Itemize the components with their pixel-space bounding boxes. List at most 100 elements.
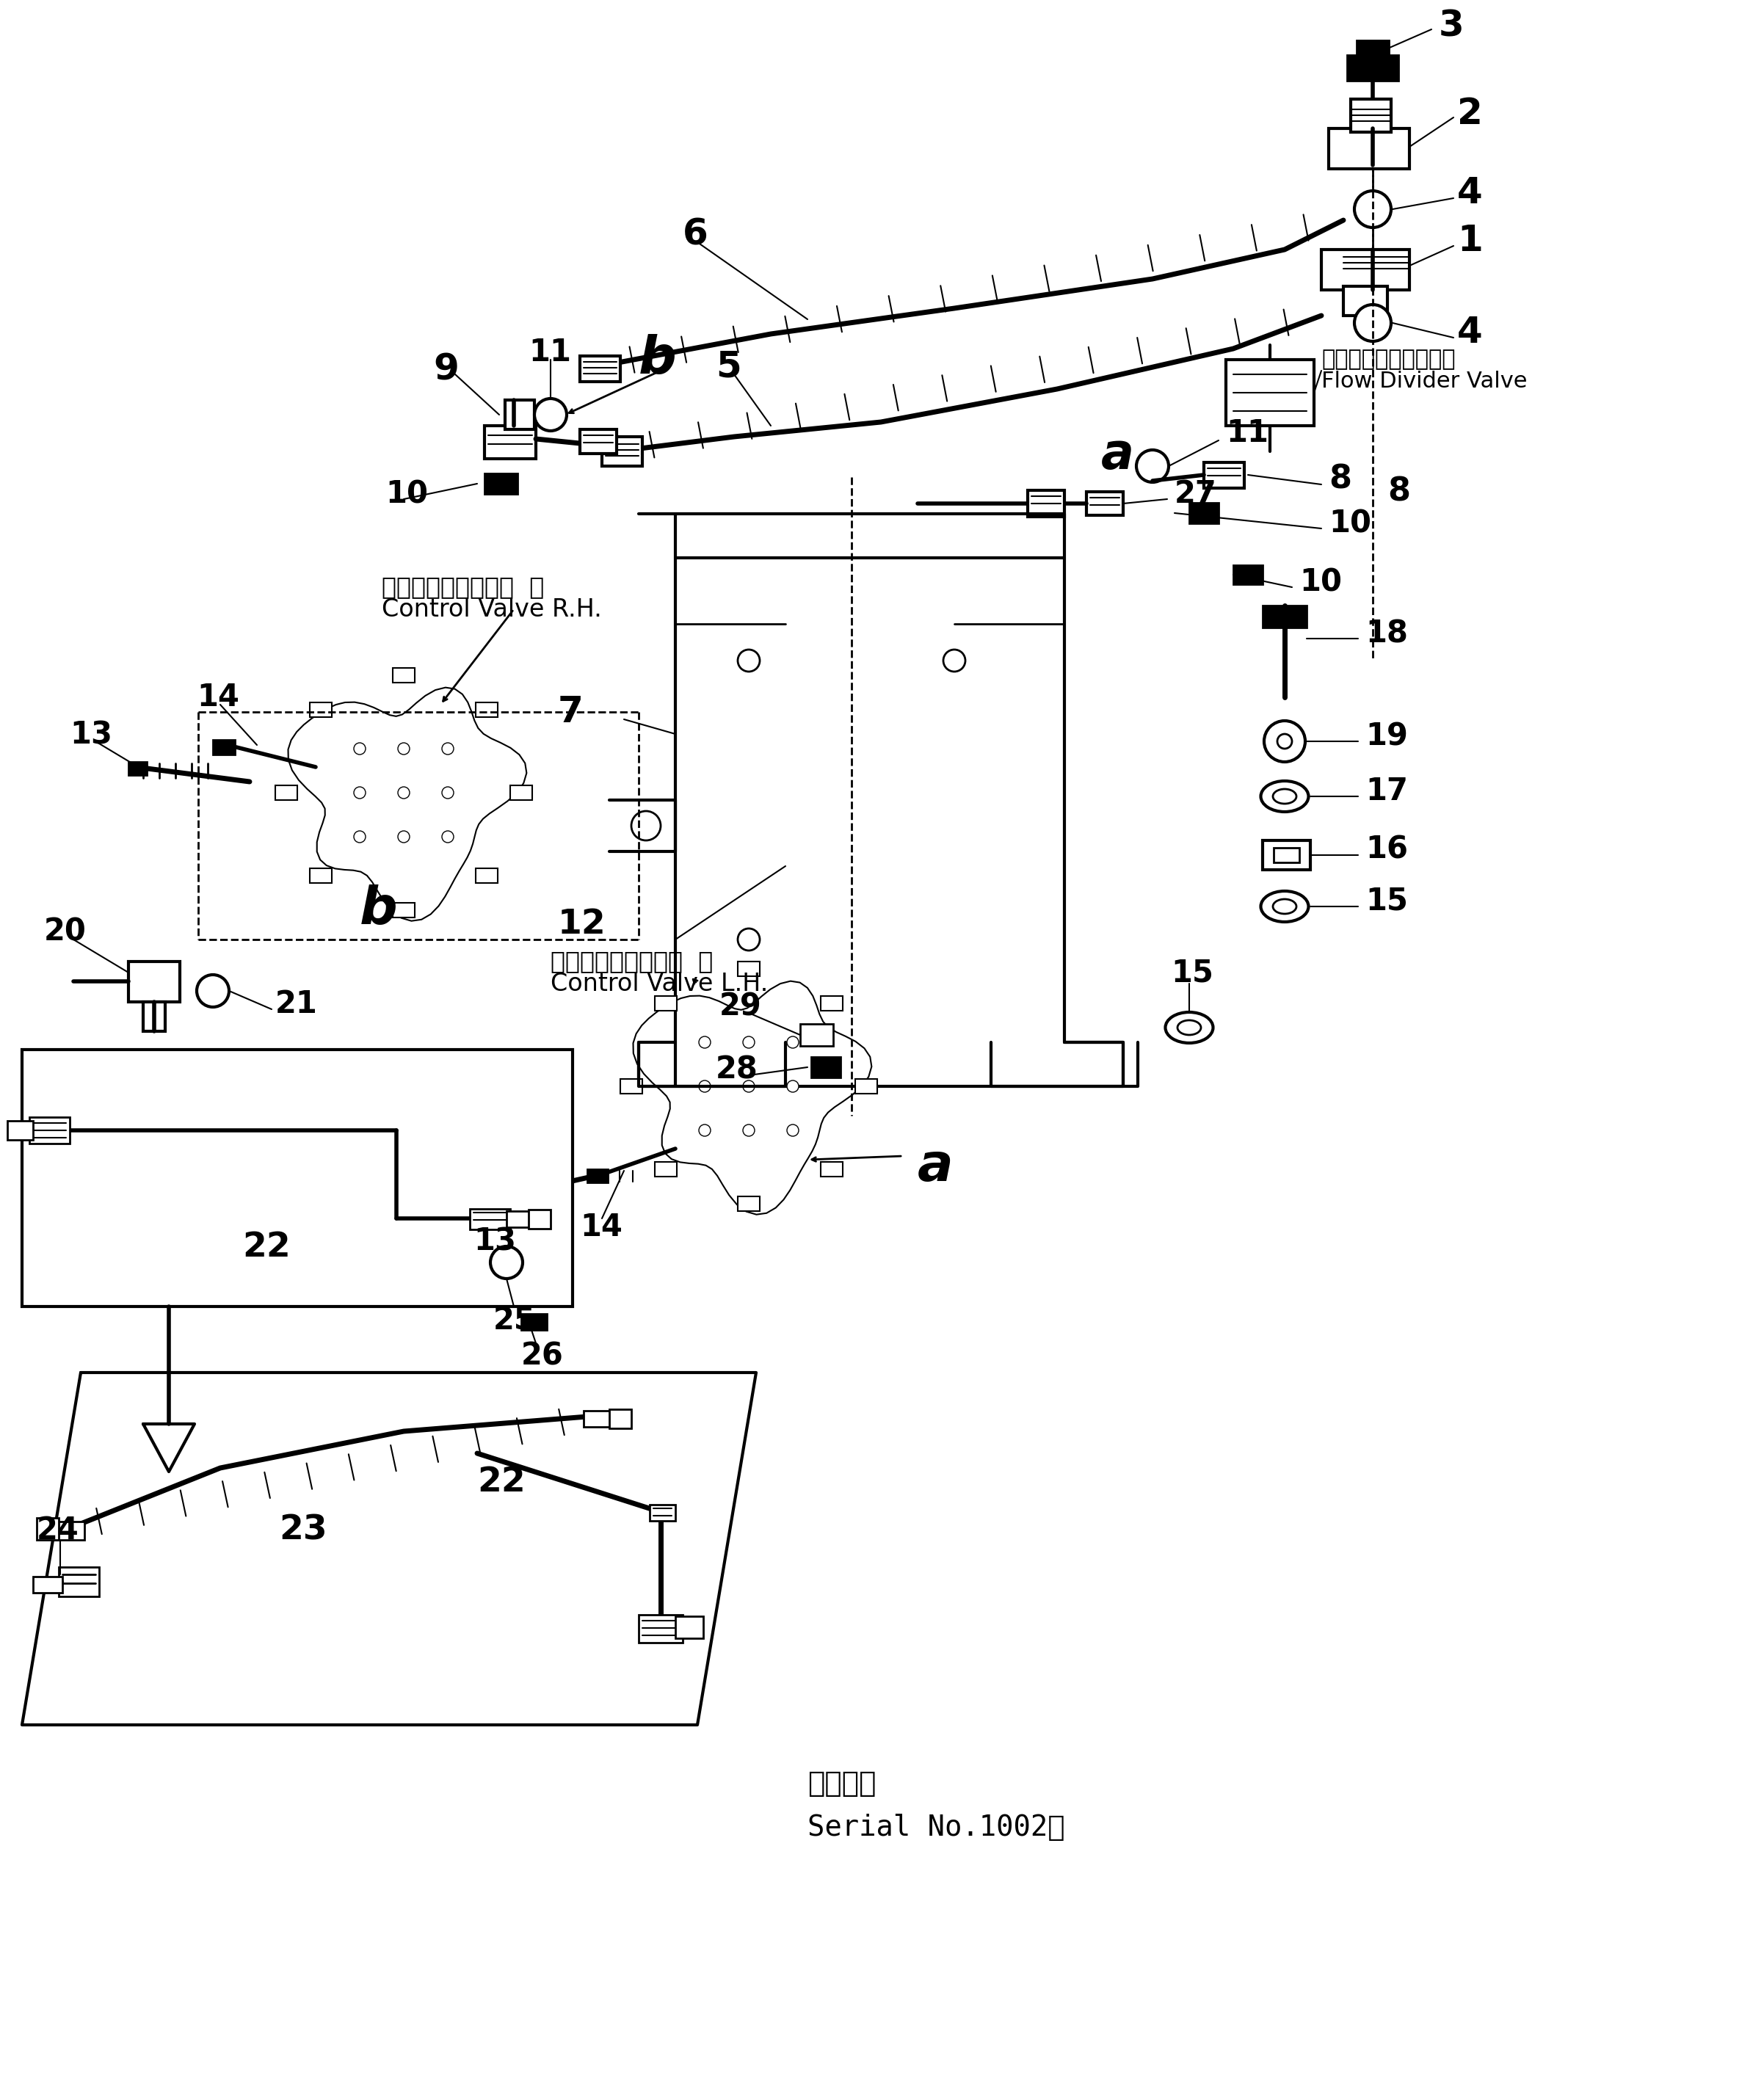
Circle shape [490, 1245, 522, 1279]
Circle shape [399, 743, 409, 755]
Text: b: b [639, 334, 677, 386]
Bar [737, 962, 760, 976]
Bar [1357, 40, 1388, 58]
Circle shape [355, 786, 365, 799]
Text: 3: 3 [1439, 8, 1464, 44]
Bar [30, 1118, 71, 1143]
Circle shape [355, 743, 365, 755]
Bar [505, 401, 534, 430]
Text: 11: 11 [1226, 417, 1268, 448]
Text: a: a [1101, 432, 1134, 480]
Ellipse shape [1261, 780, 1309, 811]
Circle shape [632, 811, 662, 841]
Text: Control Valve R.H.: Control Valve R.H. [381, 597, 602, 622]
Text: 15: 15 [1365, 887, 1408, 916]
Bar [1344, 286, 1388, 315]
Bar [129, 761, 146, 776]
Bar [1263, 605, 1307, 628]
Bar [34, 1577, 62, 1594]
Bar [485, 426, 536, 459]
Text: 18: 18 [1365, 617, 1408, 649]
Bar [676, 1617, 704, 1638]
Bar [584, 1410, 612, 1427]
Bar [485, 474, 517, 494]
Bar [143, 1001, 166, 1030]
Polygon shape [633, 980, 871, 1214]
Text: コントロールバルブ  左: コントロールバルブ 左 [550, 949, 713, 974]
Bar [811, 1058, 840, 1078]
Bar [1028, 490, 1064, 517]
Circle shape [1355, 190, 1392, 227]
Bar [602, 436, 642, 465]
Circle shape [699, 1037, 711, 1047]
Circle shape [1355, 305, 1392, 342]
Circle shape [1136, 451, 1170, 482]
Bar [820, 995, 843, 1010]
Text: 29: 29 [720, 991, 762, 1022]
Bar [580, 357, 621, 382]
Text: Flow Divider Valve: Flow Divider Valve [1321, 371, 1528, 392]
Bar [310, 703, 332, 718]
Text: 27: 27 [1175, 478, 1217, 509]
Text: 9: 9 [434, 353, 459, 386]
Ellipse shape [1274, 789, 1297, 803]
Text: 10: 10 [1300, 567, 1342, 597]
Text: b: b [360, 884, 397, 935]
Ellipse shape [1261, 891, 1309, 922]
Bar [21, 1049, 573, 1306]
Text: 20: 20 [44, 916, 86, 947]
Circle shape [737, 649, 760, 672]
Text: 17: 17 [1365, 776, 1408, 807]
Text: 13: 13 [473, 1227, 517, 1258]
Text: 15: 15 [1171, 957, 1214, 989]
Bar [1263, 841, 1311, 870]
Circle shape [743, 1124, 755, 1137]
Text: 4: 4 [1457, 175, 1484, 211]
Bar [510, 784, 533, 801]
Bar [1189, 503, 1219, 524]
Bar [639, 1615, 683, 1642]
Text: 1: 1 [1457, 223, 1484, 259]
Bar [55, 1521, 85, 1539]
Bar [1328, 129, 1409, 169]
Bar [1203, 463, 1244, 488]
Text: Serial No.1002～: Serial No.1002～ [808, 1813, 1065, 1842]
Bar [7, 1120, 34, 1139]
Text: 22: 22 [476, 1466, 526, 1500]
Text: 23: 23 [279, 1514, 326, 1548]
Ellipse shape [1177, 1020, 1201, 1035]
Bar [310, 868, 332, 882]
Text: 10: 10 [1328, 507, 1371, 538]
Text: 10: 10 [385, 478, 429, 509]
Bar [1226, 359, 1314, 426]
Bar [275, 784, 298, 801]
Text: 4: 4 [1457, 315, 1484, 350]
Circle shape [443, 830, 453, 843]
Circle shape [743, 1037, 755, 1047]
Text: 11: 11 [529, 338, 572, 367]
Bar [654, 1162, 677, 1177]
Text: 19: 19 [1365, 722, 1408, 751]
Bar [801, 1024, 833, 1045]
Text: 7: 7 [557, 695, 584, 730]
Text: Control Valve L.H.: Control Valve L.H. [550, 972, 767, 995]
Bar [393, 668, 415, 682]
Circle shape [787, 1081, 799, 1093]
Text: コントロールバルブ  右: コントロールバルブ 右 [381, 576, 543, 599]
Ellipse shape [1166, 1012, 1214, 1043]
Text: 28: 28 [716, 1056, 759, 1085]
Bar [609, 1410, 632, 1429]
Circle shape [1277, 734, 1291, 749]
Bar [476, 703, 497, 718]
Bar [506, 1212, 533, 1227]
Text: 22: 22 [242, 1231, 291, 1264]
Text: フローデバイダバルブ: フローデバイダバルブ [1321, 348, 1455, 371]
Polygon shape [288, 688, 527, 920]
Text: 8: 8 [1328, 463, 1351, 494]
Text: 24: 24 [37, 1514, 79, 1546]
Bar [490, 1191, 506, 1202]
Bar [1087, 492, 1124, 515]
Circle shape [787, 1124, 799, 1137]
Ellipse shape [1274, 899, 1297, 914]
Text: 8: 8 [1388, 476, 1409, 507]
